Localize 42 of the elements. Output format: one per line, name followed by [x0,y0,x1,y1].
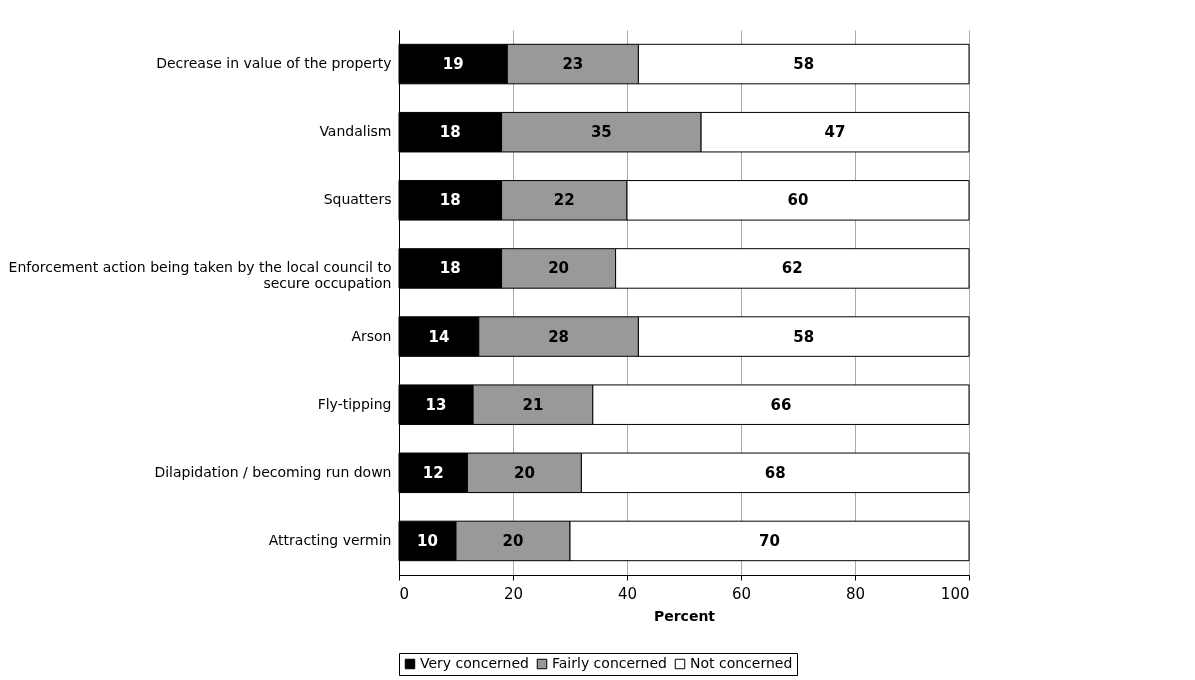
x-tick-label: 0 [399,584,410,603]
data-label: 66 [770,395,792,414]
data-label: 20 [502,531,524,550]
data-label: 70 [759,531,780,550]
x-tick-label: 40 [617,584,638,603]
data-label: 18 [439,259,461,278]
x-tick-label: 20 [503,584,524,603]
data-label: 21 [522,395,544,414]
data-label: 47 [824,123,846,142]
data-label: 68 [764,463,786,482]
data-label: 20 [513,463,535,482]
x-tick-label: 100 [940,584,970,603]
x-axis-title: Percent [653,607,716,624]
data-label: 12 [422,463,444,482]
legend-label: Very concerned [420,655,529,671]
data-label: 58 [793,55,815,74]
legend-label: Not concerned [690,655,793,671]
x-tick-label: 60 [731,584,752,603]
data-label: 58 [793,327,815,346]
data-label: 28 [548,327,570,346]
y-tick-label: Enforcement action being taken by the local council to secure occupation [8,259,392,292]
data-label: 35 [590,123,612,142]
data-label: 62 [781,259,803,278]
y-tick-label: Decrease in value of the property [156,55,392,72]
data-label: 18 [439,191,461,210]
y-tick-label: Squatters [323,191,392,208]
data-label: 20 [548,259,570,278]
data-label: 60 [787,191,809,210]
data-label: 22 [553,191,575,210]
data-label: 14 [428,327,450,346]
data-label: 19 [442,55,464,74]
x-tick-label: 80 [845,584,866,603]
y-tick-label: Dilapidation / becoming run down [154,463,392,480]
data-label: 23 [562,55,584,74]
y-tick-label: Arson [351,327,392,344]
y-tick-label: Vandalism [319,123,392,140]
y-tick-label: Fly-tipping [317,395,392,412]
data-label: 10 [417,531,438,550]
data-label: 18 [439,123,461,142]
legend-label: Fairly concerned [552,655,667,671]
y-tick-label: Attracting vermin [268,531,392,548]
data-label: 13 [425,395,447,414]
